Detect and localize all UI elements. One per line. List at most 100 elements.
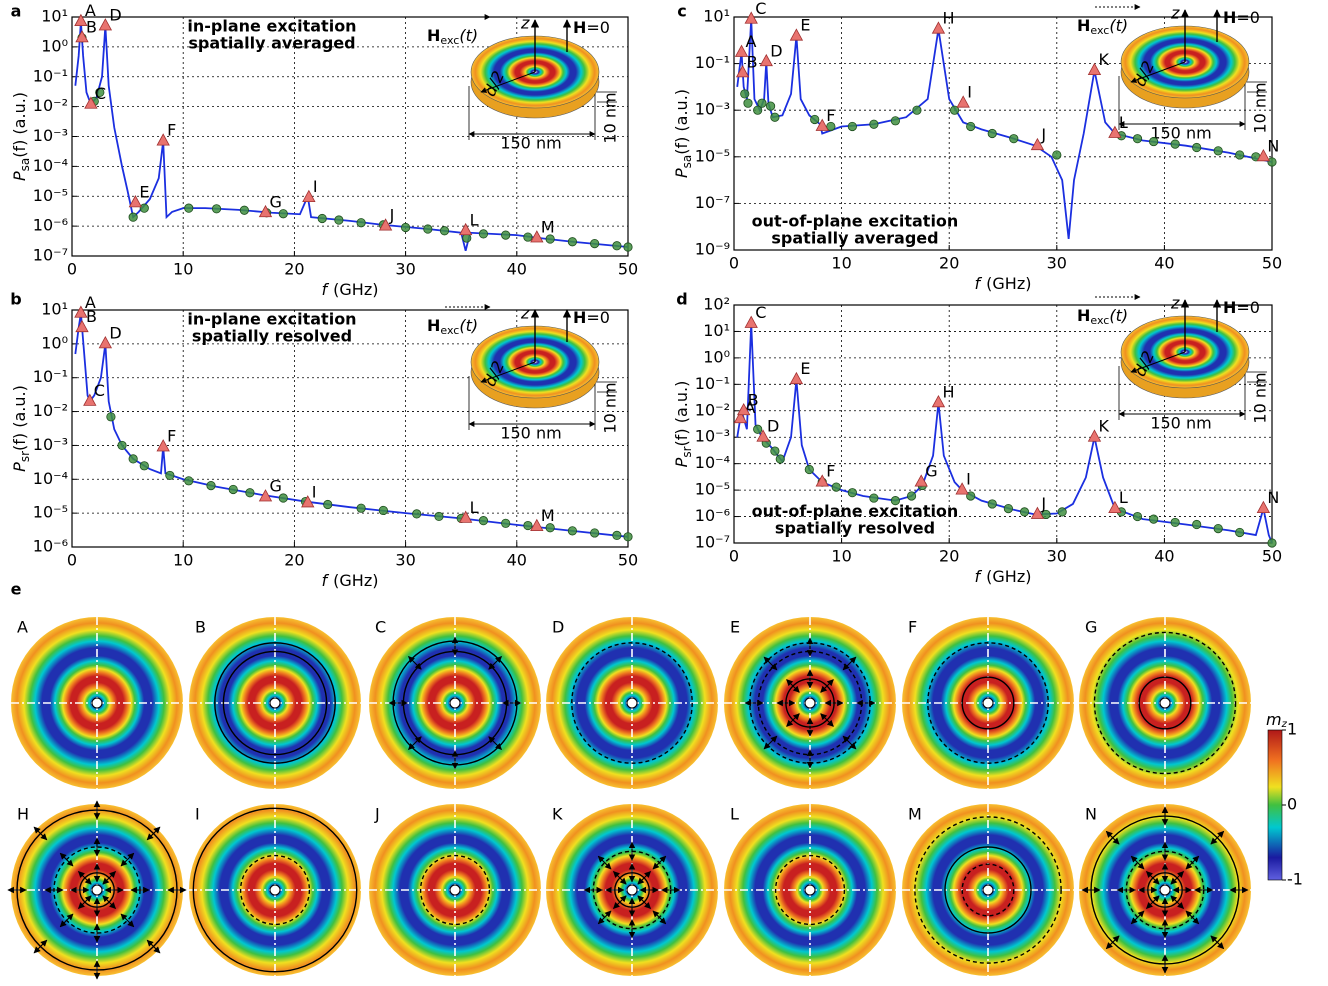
- peak-label: M: [541, 506, 555, 525]
- motion-arrow: [842, 656, 857, 671]
- peak-label: C: [95, 84, 106, 103]
- z-label: z: [1170, 4, 1180, 23]
- vortex-core: [626, 697, 638, 709]
- peak-marker: [156, 439, 170, 452]
- h-exc-subscript: exc: [440, 34, 459, 47]
- h-exc-subscript: exc: [1090, 314, 1109, 327]
- data-point: [890, 496, 901, 506]
- data-point: [890, 116, 901, 126]
- peak-marker: [914, 474, 928, 487]
- data-point: [987, 499, 997, 509]
- data-point: [612, 241, 622, 251]
- data-point: [545, 234, 555, 244]
- data-point: [765, 101, 776, 111]
- motion-arrow: [102, 871, 116, 885]
- peak-marker: [1108, 500, 1122, 513]
- diameter-label: 150 nm: [1150, 414, 1211, 433]
- motion-arrow: [652, 910, 667, 925]
- node-line: [419, 854, 491, 926]
- y-tick-label: 10¹: [703, 7, 730, 26]
- x-tick-label: 0: [67, 551, 77, 570]
- node-line: [961, 676, 1015, 730]
- vortex-core: [1159, 884, 1171, 896]
- node-line: [571, 642, 693, 764]
- h-exc-label: Hexc(t): [427, 26, 478, 48]
- peak-marker: [530, 518, 544, 532]
- data-point: [378, 505, 388, 516]
- data-point: [1003, 503, 1013, 514]
- y-axis-rest: (f) (a.u.): [10, 92, 29, 158]
- peak-label: F: [826, 462, 835, 481]
- y-axis-symbol: P: [672, 168, 691, 178]
- x-tick-label: 40: [1154, 547, 1174, 566]
- x-tick-label: 0: [67, 260, 77, 279]
- mode-label: E: [730, 618, 740, 637]
- peak-marker: [756, 429, 770, 442]
- data-point: [95, 87, 105, 97]
- peak-marker: [1087, 62, 1102, 76]
- data-point: [278, 493, 288, 503]
- radius-arrow: [480, 71, 536, 93]
- data-point: [590, 528, 600, 538]
- data-point: [567, 237, 578, 247]
- colorbar: [1267, 729, 1283, 881]
- y-tick-label: 10⁻¹: [695, 374, 730, 393]
- data-point: [523, 232, 533, 242]
- thickness-label: 10 nm: [601, 382, 620, 433]
- panel-letter: b: [10, 290, 21, 309]
- y-axis-label: Psr(f) (a.u.): [672, 381, 694, 468]
- mode-label: C: [375, 618, 386, 637]
- vortex-core: [449, 697, 461, 709]
- vortex-core: [982, 697, 994, 709]
- panel-letter: a: [11, 2, 22, 21]
- data-point: [987, 128, 997, 139]
- peak-label: N: [1267, 488, 1279, 507]
- y-tick-label: 10⁻⁵: [33, 186, 68, 205]
- data-point: [775, 454, 785, 464]
- peak-label: A: [744, 398, 755, 417]
- peak-label: G: [925, 462, 937, 481]
- peak-label: I: [966, 470, 971, 489]
- data-point: [1132, 134, 1143, 144]
- y-tick-label: 10⁻⁶: [33, 537, 68, 556]
- x-axis-unit: (GHz): [986, 274, 1031, 293]
- motion-arrow: [786, 713, 800, 727]
- peak-marker: [744, 315, 758, 328]
- peak-marker: [458, 222, 473, 236]
- peak-marker: [735, 65, 750, 78]
- y-tick-label: 10⁰: [703, 347, 730, 366]
- data-point: [1267, 538, 1277, 548]
- node-line: [239, 854, 311, 926]
- data-point: [826, 121, 836, 132]
- motion-arrow: [652, 855, 667, 870]
- y-tick-label: 10⁻⁷: [33, 246, 68, 265]
- h-exc-subscript: exc: [1090, 24, 1109, 37]
- peak-marker: [1030, 137, 1045, 151]
- motion-arrow: [1105, 830, 1120, 845]
- x-axis-symbol: f: [322, 571, 330, 590]
- data-point: [847, 121, 857, 132]
- h-zero-label: H=0: [1223, 8, 1260, 27]
- motion-arrow: [488, 736, 502, 750]
- x-tick-label: 10: [173, 260, 193, 279]
- x-axis-symbol: f: [322, 280, 330, 299]
- vortex-core: [269, 884, 281, 896]
- colorbar-symbol: m: [1266, 710, 1282, 729]
- y-tick-label: 10⁰: [41, 333, 68, 352]
- data-point: [128, 454, 138, 464]
- peak-label: L: [470, 210, 479, 229]
- data-point: [1170, 139, 1180, 149]
- motion-arrow: [78, 895, 92, 909]
- peak-marker: [98, 336, 113, 349]
- radius-arrow: [480, 361, 536, 383]
- colorbar-tick-label: 0: [1287, 795, 1297, 814]
- motion-arrow: [146, 826, 161, 841]
- data-point: [278, 209, 288, 219]
- x-tick-label: 20: [284, 260, 304, 279]
- data-point: [753, 105, 763, 115]
- data-point: [501, 518, 511, 528]
- y-tick-label: 10¹: [41, 7, 68, 26]
- thickness-label: 10 nm: [1251, 82, 1270, 133]
- diameter-label: 150 nm: [1150, 124, 1211, 143]
- y-tick-label: 10⁻⁶: [33, 216, 68, 235]
